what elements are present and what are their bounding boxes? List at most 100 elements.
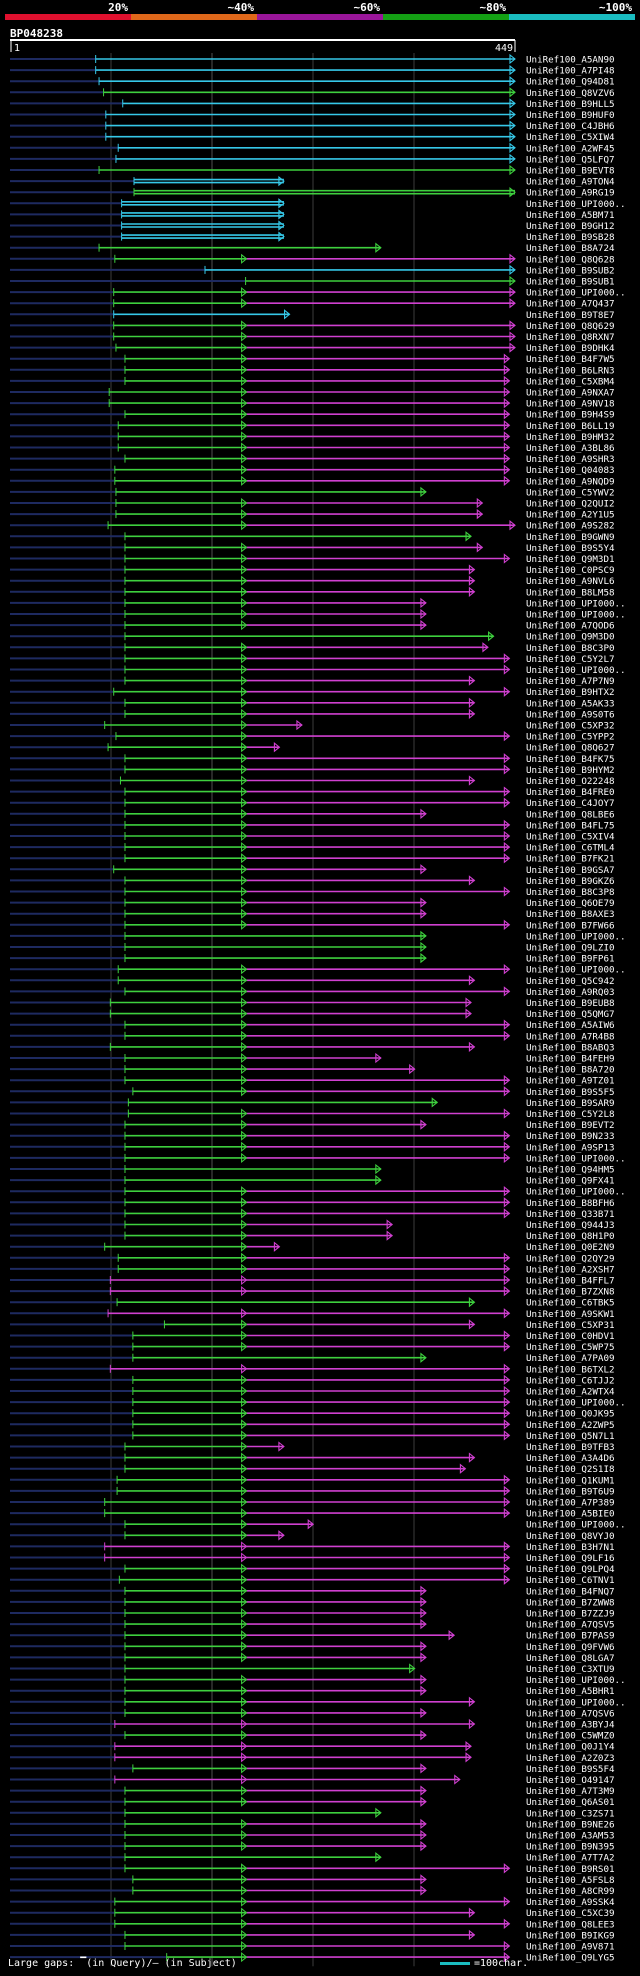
alignment-row: UniRef100_C5XIW4 — [10, 131, 615, 143]
hit-end-marker — [509, 109, 516, 120]
hsp-end-marker — [241, 1286, 248, 1297]
hsp-end-marker — [241, 442, 248, 453]
scale-swatch — [440, 1962, 470, 1965]
hit-label: UniRef100_Q5QMG7 — [526, 1009, 615, 1020]
hsp-end-marker — [241, 1030, 248, 1041]
alignment-row: UniRef100_B8C3P0 — [10, 642, 615, 654]
hit-end-marker — [503, 830, 511, 842]
hit-end-marker — [503, 1308, 511, 1319]
alignment-row: UniRef100_A5BIE0 — [10, 1507, 615, 1520]
hsp-end-marker — [241, 1463, 248, 1474]
hit-end-marker — [503, 786, 511, 797]
alignment-tracks: UniRef100_A5AN90UniRef100_A7PI48UniRef10… — [10, 53, 626, 1964]
hit-label: UniRef100_C5XIW4 — [526, 132, 615, 143]
alignment-row: UniRef100_Q8RXN7 — [10, 331, 615, 343]
hit-end-marker — [420, 597, 427, 609]
hit-label: UniRef100_C5XP32 — [526, 721, 615, 732]
hsp-end-marker — [241, 1918, 248, 1929]
hit-label: UniRef100_Q8LGA7 — [526, 1653, 615, 1664]
alignment-row: UniRef100_B6TXL2 — [10, 1363, 615, 1375]
hsp-end-marker — [241, 1496, 248, 1508]
hit-end-marker — [468, 875, 476, 886]
alignment-row: UniRef100_C5YPP2 — [10, 730, 615, 743]
hit-label: UniRef100_A7QSV6 — [526, 1708, 615, 1719]
hsp-end-marker — [241, 287, 248, 298]
hit-label: UniRef100_B4FL75 — [526, 820, 615, 831]
hit-end-marker — [503, 553, 511, 564]
hit-end-marker — [420, 1618, 427, 1630]
alignment-row: UniRef100_B7ZWW8 — [10, 1596, 615, 1608]
hsp-end-marker — [241, 1252, 248, 1263]
hit-label: UniRef100_A7QOD6 — [526, 621, 615, 632]
alignment-row: UniRef100_A9SHR3 — [10, 453, 615, 465]
hit-label: UniRef100_B8A724 — [526, 243, 615, 254]
hit-end-marker — [468, 675, 476, 686]
hit-end-marker — [468, 586, 476, 597]
hit-end-marker — [503, 1430, 511, 1441]
hit-end-marker — [468, 1297, 476, 1308]
hsp-end-marker — [241, 1186, 248, 1197]
alignment-row: UniRef100_C0PSC9 — [10, 564, 615, 576]
alignment-row: UniRef100_Q6AS01 — [10, 1796, 615, 1808]
alignment-row: UniRef100_Q5N7L1 — [10, 1430, 615, 1442]
alignment-row: UniRef100_Q2QUI2 — [10, 497, 615, 510]
alignment-row: UniRef100_Q8LGA7 — [10, 1652, 615, 1664]
hit-label: UniRef100_B9HUF0 — [526, 110, 615, 121]
hit-label: UniRef100_A7QSV5 — [526, 1620, 615, 1631]
hsp-end-marker — [241, 608, 248, 620]
hit-label: UniRef100_B9HM32 — [526, 432, 615, 443]
hsp-end-marker — [241, 1274, 248, 1286]
legend-segment — [383, 14, 509, 20]
alignment-row: UniRef100_Q0J1Y4 — [10, 1741, 615, 1753]
alignment-row: UniRef100_B4FL75 — [10, 819, 615, 831]
alignment-row: UniRef100_B8A724 — [10, 242, 615, 254]
hit-end-marker — [503, 664, 511, 675]
alignment-row: UniRef100_B9HTX2 — [10, 686, 615, 698]
alignment-row: UniRef100_UPI000.. — [10, 1696, 626, 1708]
hsp-end-marker — [241, 1563, 248, 1574]
alignment-row: UniRef100_B9EVT2 — [10, 1119, 615, 1131]
hit-label: UniRef100_Q9LZI0 — [526, 943, 615, 954]
hit-label: UniRef100_UPI000.. — [526, 1520, 626, 1531]
hit-label: UniRef100_B7ZXN8 — [526, 1287, 615, 1298]
alignment-row: UniRef100_UPI000.. — [10, 1674, 626, 1686]
alignment-row: UniRef100_C6TNV1 — [10, 1574, 615, 1586]
hsp-end-marker — [241, 453, 248, 464]
hit-label: UniRef100_B9SUB1 — [526, 277, 615, 288]
hit-label: UniRef100_A9SKW1 — [526, 1309, 615, 1320]
alignment-row: UniRef100_C3ZS71 — [10, 1807, 615, 1819]
hit-end-marker — [503, 1030, 511, 1041]
hit-end-marker — [278, 1530, 285, 1541]
alignment-row: UniRef100_C3XTU9 — [10, 1663, 615, 1675]
hsp-end-marker — [241, 497, 248, 509]
hit-end-marker — [509, 286, 516, 298]
alignment-row: UniRef100_Q9FVW6 — [10, 1641, 615, 1653]
hit-label: UniRef100_B9FP61 — [526, 954, 615, 965]
hit-label: UniRef100_A3BYJ4 — [526, 1720, 615, 1731]
hit-label: UniRef100_A2Y1U5 — [526, 510, 615, 521]
hit-end-marker — [509, 64, 516, 76]
alignment-row: UniRef100_A7QSV5 — [10, 1618, 615, 1631]
hit-end-marker — [307, 1519, 315, 1530]
hit-end-marker — [503, 1330, 511, 1341]
hit-end-marker — [503, 1951, 511, 1963]
alignment-row: UniRef100_A8CR99 — [10, 1885, 615, 1897]
hit-label: UniRef100_B9N395 — [526, 1842, 615, 1853]
hit-label: UniRef100_Q33B71 — [526, 1209, 615, 1220]
hit-label: UniRef100_C3ZS71 — [526, 1808, 615, 1819]
alignment-row: UniRef100_UPI000.. — [10, 286, 626, 299]
hsp-end-marker — [241, 1363, 248, 1374]
hsp-end-marker — [241, 464, 248, 475]
alignment-row: UniRef100_A3A4D6 — [10, 1452, 615, 1464]
hsp-end-marker — [241, 697, 248, 708]
hsp-end-marker — [241, 1263, 248, 1274]
hsp-end-marker — [241, 1774, 248, 1785]
hit-label: UniRef100_C5YPP2 — [526, 732, 615, 743]
hit-label: UniRef100_Q8H1P0 — [526, 1231, 615, 1242]
alignment-row: UniRef100_Q8VZV6 — [10, 87, 615, 99]
alignment-row: UniRef100_B9S5F4 — [10, 1763, 615, 1775]
hit-end-marker — [503, 1252, 511, 1263]
alignment-row: UniRef100_A5AN90 — [10, 53, 615, 66]
hit-end-marker — [278, 231, 285, 242]
hit-end-marker — [375, 1807, 382, 1818]
